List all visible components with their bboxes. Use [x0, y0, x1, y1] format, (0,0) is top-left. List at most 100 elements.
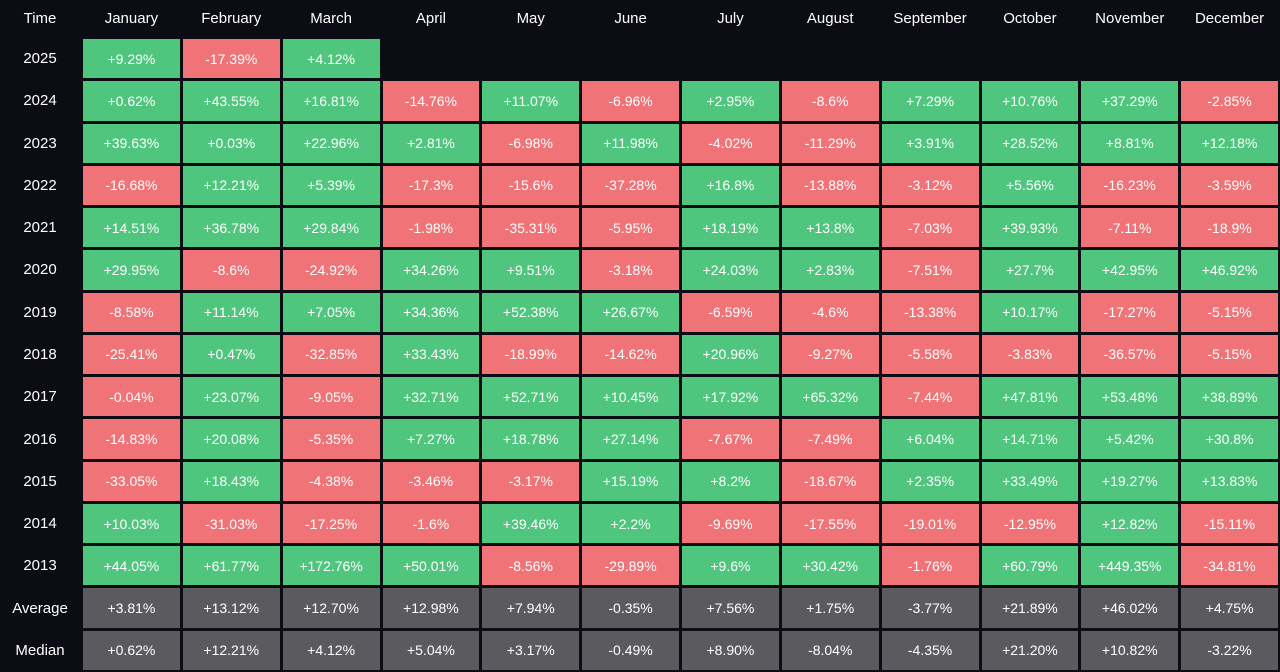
- return-cell-2020-may: +9.51%: [482, 250, 580, 290]
- return-cell-2014-october: -12.95%: [981, 503, 1079, 544]
- summary-cell-median-october: +21.20%: [981, 630, 1079, 670]
- empty-cell: [982, 39, 1079, 78]
- column-header-may: May: [516, 9, 545, 27]
- return-cell-2019-august: -4.6%: [781, 292, 879, 332]
- column-header-august: August: [806, 9, 854, 27]
- return-cell-2018-april: +33.43%: [382, 334, 480, 375]
- return-cell-2023-may: -6.98%: [482, 123, 580, 163]
- return-cell-2024-january: +0.62%: [83, 81, 180, 121]
- return-cell-2015-october: +33.49%: [981, 461, 1079, 501]
- empty-cell: [682, 39, 779, 78]
- return-cell-2013-july: +9.6%: [682, 546, 779, 586]
- return-cell-2019-december: -5.15%: [1181, 292, 1278, 332]
- summary-cell-median-june: -0.49%: [582, 630, 679, 670]
- return-cell-2019-february: +11.14%: [182, 292, 280, 332]
- return-cell-2018-may: -18.99%: [482, 334, 580, 375]
- return-cell-2019-november: -17.27%: [1081, 292, 1179, 332]
- column-header-july: July: [717, 9, 744, 27]
- return-cell-2023-december: +12.18%: [1181, 123, 1278, 163]
- return-cell-2024-february: +43.55%: [182, 81, 280, 121]
- return-cell-2020-december: +46.92%: [1181, 250, 1278, 290]
- return-cell-2022-february: +12.21%: [182, 165, 280, 206]
- column-header-january: January: [104, 9, 159, 27]
- row-label-2025: 2025: [23, 50, 57, 68]
- return-cell-2013-january: +44.05%: [83, 546, 180, 586]
- return-cell-2015-july: +8.2%: [682, 461, 779, 501]
- return-cell-2013-april: +50.01%: [382, 546, 480, 586]
- return-cell-2019-march: +7.05%: [282, 292, 380, 332]
- empty-cell: [383, 39, 480, 78]
- return-cell-2013-august: +30.42%: [781, 546, 879, 586]
- return-cell-2013-may: -8.56%: [482, 546, 580, 586]
- row-label-2020: 2020: [23, 261, 57, 279]
- return-cell-2019-july: -6.59%: [682, 292, 779, 332]
- return-cell-2018-october: -3.83%: [981, 334, 1079, 375]
- return-cell-2019-may: +52.38%: [482, 292, 580, 332]
- return-cell-2016-february: +20.08%: [182, 419, 280, 459]
- row-label-2014: 2014: [23, 515, 57, 533]
- return-cell-2016-january: -14.83%: [83, 419, 180, 459]
- summary-cell-average-june: -0.35%: [582, 588, 679, 628]
- return-cell-2017-january: -0.04%: [83, 377, 180, 417]
- return-cell-2024-october: +10.76%: [981, 81, 1079, 121]
- return-cell-2017-july: +17.92%: [682, 377, 779, 417]
- return-cell-2019-june: +26.67%: [582, 292, 679, 332]
- return-cell-2015-december: +13.83%: [1181, 461, 1278, 501]
- return-cell-2021-march: +29.84%: [282, 208, 380, 248]
- empty-cell: [582, 39, 679, 78]
- return-cell-2018-november: -36.57%: [1081, 334, 1179, 375]
- return-cell-2014-april: -1.6%: [382, 503, 480, 544]
- return-cell-2018-march: -32.85%: [282, 334, 380, 375]
- return-cell-2023-february: +0.03%: [182, 123, 280, 163]
- return-cell-2018-january: -25.41%: [83, 334, 180, 375]
- return-cell-2013-december: -34.81%: [1181, 546, 1278, 586]
- return-cell-2020-june: -3.18%: [582, 250, 679, 290]
- return-cell-2016-december: +30.8%: [1181, 419, 1278, 459]
- return-cell-2022-january: -16.68%: [83, 165, 180, 206]
- return-cell-2020-february: -8.6%: [182, 250, 280, 290]
- return-cell-2023-january: +39.63%: [83, 123, 180, 163]
- return-cell-2017-november: +53.48%: [1081, 377, 1179, 417]
- return-cell-2021-september: -7.03%: [881, 208, 979, 248]
- return-cell-2024-december: -2.85%: [1181, 81, 1278, 121]
- return-cell-2023-april: +2.81%: [382, 123, 480, 163]
- return-cell-2016-september: +6.04%: [881, 419, 979, 459]
- return-cell-2013-june: -29.89%: [582, 546, 679, 586]
- return-cell-2024-june: -6.96%: [582, 81, 679, 121]
- return-cell-2017-march: -9.05%: [282, 377, 380, 417]
- return-cell-2017-february: +23.07%: [182, 377, 280, 417]
- column-header-february: February: [201, 9, 262, 27]
- empty-cell: [782, 39, 879, 78]
- empty-cell: [1081, 39, 1178, 78]
- return-cell-2025-march: +4.12%: [282, 39, 380, 79]
- return-cell-2013-february: +61.77%: [182, 546, 280, 586]
- return-cell-2020-november: +42.95%: [1081, 250, 1179, 290]
- return-cell-2024-march: +16.81%: [282, 81, 380, 121]
- row-label-2018: 2018: [23, 345, 57, 363]
- return-cell-2022-april: -17.3%: [382, 165, 480, 206]
- return-cell-2017-may: +52.71%: [482, 377, 580, 417]
- row-label-2013: 2013: [23, 557, 57, 575]
- row-label-2017: 2017: [23, 388, 57, 406]
- return-cell-2014-november: +12.82%: [1081, 503, 1179, 544]
- return-cell-2016-july: -7.67%: [682, 419, 779, 459]
- return-cell-2015-september: +2.35%: [881, 461, 979, 501]
- return-cell-2022-may: -15.6%: [482, 165, 580, 206]
- return-cell-2019-april: +34.36%: [382, 292, 480, 332]
- summary-cell-average-may: +7.94%: [482, 588, 580, 628]
- return-cell-2015-february: +18.43%: [182, 461, 280, 501]
- return-cell-2021-june: -5.95%: [582, 208, 679, 248]
- return-cell-2022-march: +5.39%: [282, 165, 380, 206]
- return-cell-2020-january: +29.95%: [83, 250, 180, 290]
- return-cell-2016-april: +7.27%: [382, 419, 480, 459]
- row-label-2023: 2023: [23, 134, 57, 152]
- return-cell-2014-august: -17.55%: [781, 503, 879, 544]
- row-label-average: Average: [12, 599, 68, 617]
- summary-cell-average-august: +1.75%: [781, 588, 879, 628]
- return-cell-2017-october: +47.81%: [981, 377, 1079, 417]
- return-cell-2018-august: -9.27%: [781, 334, 879, 375]
- summary-cell-median-january: +0.62%: [83, 630, 180, 670]
- return-cell-2017-august: +65.32%: [781, 377, 879, 417]
- return-cell-2018-february: +0.47%: [182, 334, 280, 375]
